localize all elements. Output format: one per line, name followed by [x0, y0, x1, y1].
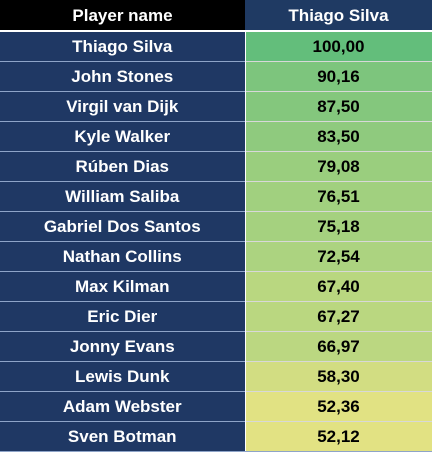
similarity-score-cell: 72,54 — [245, 241, 432, 272]
table-row: Sven Botman 52,12 — [0, 421, 432, 452]
similarity-score-cell: 76,51 — [245, 181, 432, 212]
header-row: Player name Thiago Silva — [0, 0, 432, 32]
similarity-score-cell: 67,40 — [245, 271, 432, 302]
player-name-cell: Rúben Dias — [0, 151, 246, 182]
table-row: William Saliba 76,51 — [0, 181, 432, 212]
player-name-cell: Virgil van Dijk — [0, 91, 246, 122]
similarity-score-cell: 83,50 — [245, 121, 432, 152]
player-name-cell: Lewis Dunk — [0, 361, 246, 392]
player-name-cell: Gabriel Dos Santos — [0, 211, 246, 242]
table-row: Kyle Walker 83,50 — [0, 121, 432, 152]
similarity-score-cell: 52,36 — [245, 391, 432, 422]
table-row: Gabriel Dos Santos 75,18 — [0, 211, 432, 242]
similarity-score-cell: 66,97 — [245, 331, 432, 362]
player-name-cell: Max Kilman — [0, 271, 246, 302]
player-name-cell: William Saliba — [0, 181, 246, 212]
player-name-cell: Jonny Evans — [0, 331, 246, 362]
similarity-score-cell: 67,27 — [245, 301, 432, 332]
similarity-score-cell: 52,12 — [245, 421, 432, 452]
table-row: John Stones 90,16 — [0, 61, 432, 92]
player-name-cell: Eric Dier — [0, 301, 246, 332]
table-row: Jonny Evans 66,97 — [0, 331, 432, 362]
table-row: Max Kilman 67,40 — [0, 271, 432, 302]
header-score: Thiago Silva — [245, 0, 432, 32]
similarity-score-cell: 75,18 — [245, 211, 432, 242]
similarity-score-cell: 58,30 — [245, 361, 432, 392]
similarity-score-cell: 100,00 — [245, 30, 432, 62]
table-row: Rúben Dias 79,08 — [0, 151, 432, 182]
header-player-name: Player name — [0, 0, 245, 32]
table-body: Thiago Silva 100,00 John Stones 90,16 Virgil… — [0, 30, 432, 452]
player-name-cell: Kyle Walker — [0, 121, 246, 152]
similarity-score-cell: 90,16 — [245, 61, 432, 92]
player-name-cell: Sven Botman — [0, 421, 246, 452]
table-row: Virgil van Dijk 87,50 — [0, 91, 432, 122]
table-row: Adam Webster 52,36 — [0, 391, 432, 422]
player-name-cell: Thiago Silva — [0, 30, 246, 62]
player-name-cell: John Stones — [0, 61, 246, 92]
similarity-score-cell: 87,50 — [245, 91, 432, 122]
table-row: Thiago Silva 100,00 — [0, 30, 432, 62]
player-name-cell: Adam Webster — [0, 391, 246, 422]
table-row: Nathan Collins 72,54 — [0, 241, 432, 272]
player-name-cell: Nathan Collins — [0, 241, 246, 272]
similarity-score-cell: 79,08 — [245, 151, 432, 182]
table-row: Eric Dier 67,27 — [0, 301, 432, 332]
table-row: Lewis Dunk 58,30 — [0, 361, 432, 392]
